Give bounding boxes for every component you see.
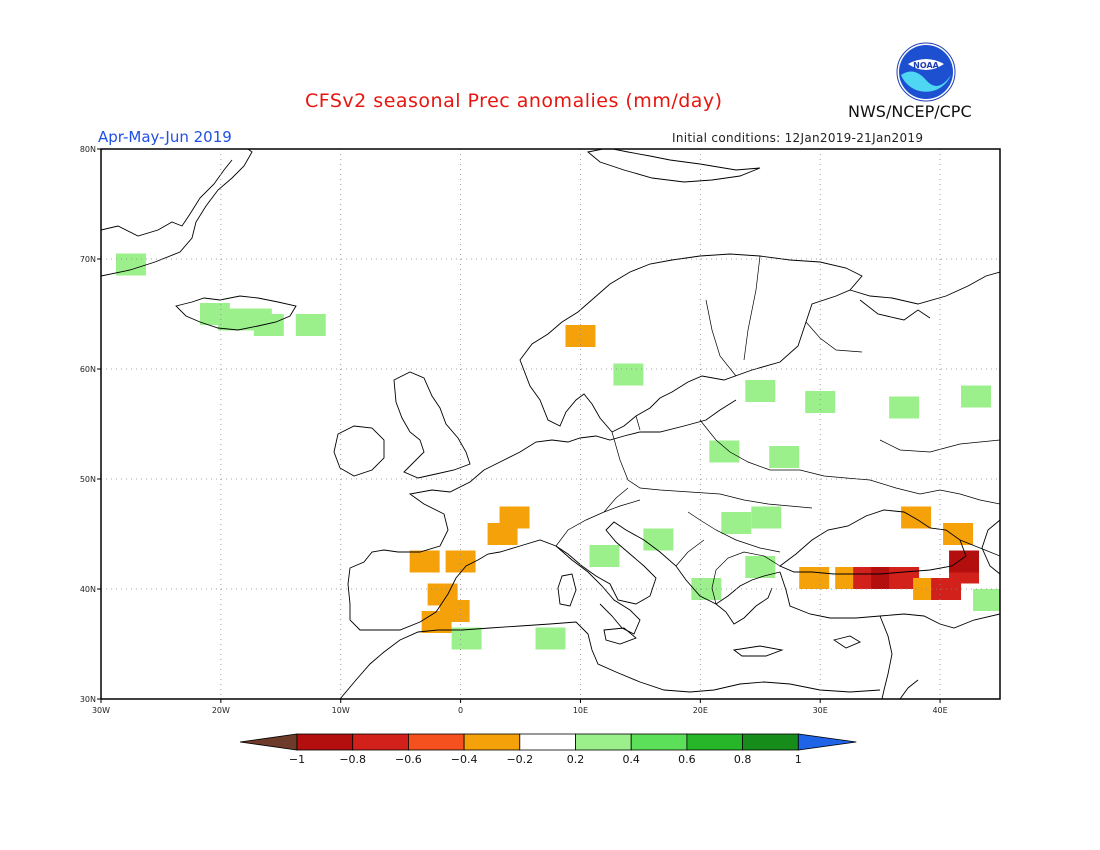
colorbar-segment [575,733,632,751]
lon-tick-label: 10E [573,706,588,715]
colorbar-segment [742,733,799,751]
anomaly-cell [943,523,974,545]
coastline-north-africa [339,621,881,699]
colorbar-label: 0.2 [567,753,585,766]
anomaly-cell [643,528,674,551]
lon-tick-label: 30W [92,706,110,715]
map-grid [101,149,1000,699]
colorbar-label: −0.8 [339,753,366,766]
anomaly-cell [445,550,476,573]
coastline-crete [732,645,784,657]
anomaly-cell [901,506,932,529]
map-frame [100,148,1001,700]
lon-tick-label: 10W [332,706,350,715]
lon-tick-label: 0 [458,706,463,715]
org-label: NWS/NCEP/CPC [848,102,972,121]
anomaly-cell [961,385,992,408]
anomaly-cell [409,550,440,573]
coastline-britain [393,371,471,479]
colorbar: −1 −0.8 −0.6 −0.4 −0.2 0.2 0.4 0.6 0.8 1 [239,733,857,766]
lat-tick-label: 50N [80,475,96,484]
lat-tick-label: 70N [80,255,96,264]
anomaly-cell [889,396,920,419]
colorbar-label: 0.8 [734,753,752,766]
lat-tick-label: 60N [80,365,96,374]
lon-tick-label: 20W [212,706,230,715]
anomaly-cells [115,253,1000,650]
map-axes: 30W 20W 10W 0 10E 20E 30E 40E 30N 40N 50N 60N 70N 80N [80,145,948,715]
coastline-cyprus [832,635,861,649]
colorbar-segment [296,733,354,751]
colorbar-label: −0.4 [451,753,478,766]
coastline-sicily [603,627,637,645]
noaa-logo-text: NOAA [913,61,939,70]
coastline-north-russia [849,271,1000,305]
coastline-france-spain [347,469,781,631]
anomaly-cell [217,308,248,331]
colorbar-label: 0.4 [622,753,640,766]
anomaly-cell [805,391,836,413]
anomaly-cell [949,550,980,573]
anomaly-cell [535,627,566,650]
chart-title: CFSv2 seasonal Prec anomalies (mm/day) [305,90,723,112]
colorbar-left-arrow [239,733,298,751]
anomaly-cell [613,363,644,386]
anomaly-cell [115,253,146,276]
anomaly-cell [799,567,830,589]
colorbar-label: −0.2 [506,753,533,766]
colorbar-label: −0.6 [395,753,422,766]
anomaly-cell [709,440,740,463]
lon-tick-label: 30E [813,706,828,715]
coastline-white-sea [859,299,931,321]
anomaly-cell [745,380,776,402]
colorbar-segment [352,733,409,751]
coastline-iceland [175,295,297,331]
lon-tick-label: 20E [693,706,708,715]
coastline-caspian [981,519,1000,575]
colorbar-segment [686,733,744,751]
colorbar-label: 0.6 [678,753,696,766]
colorbar-label: 1 [795,753,802,766]
noaa-logo: NOAA [896,42,956,102]
colorbar-label: −1 [289,753,305,766]
lat-tick-label: 80N [80,145,96,154]
colorbar-segment [463,733,521,751]
lon-tick-label: 40E [932,706,947,715]
coastline-ireland [333,425,385,477]
anomaly-cell [769,446,800,468]
anomaly-cell [487,523,518,545]
coastline-red-sea [899,679,919,699]
colorbar-segment [630,733,688,751]
anomaly-cell [565,325,596,347]
anomaly-cell [589,545,620,567]
colorbar-right-arrow [797,733,857,751]
coastline-sardinia [557,573,577,607]
coastline-black-sea [779,509,967,575]
coastline-levant [879,615,893,699]
anomaly-cell [751,506,782,529]
anomaly-cell [721,512,752,534]
initial-conditions-label: Initial conditions: 12Jan2019-21Jan2019 [672,131,924,145]
period-label: Apr-May-Jun 2019 [98,128,232,146]
anomaly-cell [295,314,326,336]
coastline-italy [555,545,641,635]
lat-tick-label: 30N [80,695,96,704]
coastline-svalbard [586,149,761,183]
coastline-greenland [101,149,253,277]
anomaly-cell [253,314,284,336]
anomaly-cell [745,556,776,578]
coastlines [101,149,1000,699]
anomaly-cell [451,627,482,650]
coastline-europe-west [483,399,737,471]
coastline-greece [715,587,773,625]
lat-tick-label: 40N [80,585,96,594]
anomaly-cell [973,589,1000,611]
colorbar-segment [407,733,465,751]
colorbar-segment [519,733,576,751]
coastline-scandinavia [519,253,863,433]
country-borders [555,255,1000,605]
